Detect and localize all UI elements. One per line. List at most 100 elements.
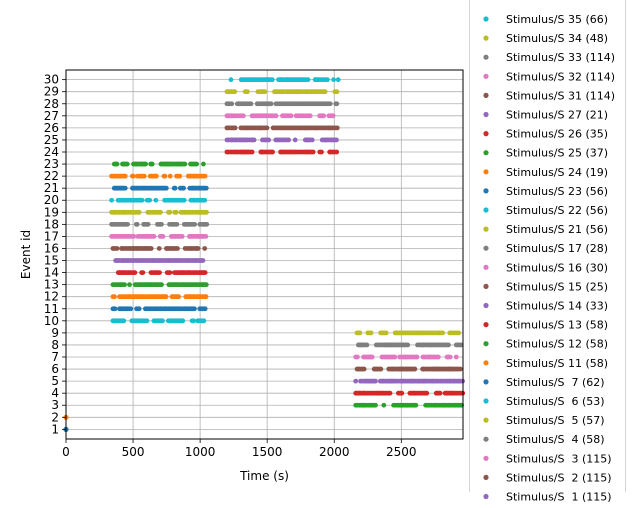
legend-label: Stimulus/S 6 (53) [506,395,605,408]
event-point [373,402,378,408]
legend-item[interactable]: Stimulus/S 33 (114) [483,51,615,64]
y-tick-label: 15 [44,254,59,268]
legend-item[interactable]: Stimulus/S 26 (35) [483,128,608,141]
event-series-27 [224,113,336,119]
legend-label: Stimulus/S 34 (48) [506,32,608,45]
event-point [307,113,313,119]
event-point [202,173,208,179]
legend-item[interactable]: Stimulus/S 16 (30) [483,261,608,274]
y-tick-label: 12 [44,290,59,304]
event-point [192,306,197,312]
y-tick-label: 30 [44,73,59,87]
legend-label: Stimulus/S 22 (56) [506,204,608,217]
legend-item[interactable]: Stimulus/S 5 (57) [483,414,605,427]
event-point [286,137,292,143]
event-point [383,330,389,336]
event-point [157,270,162,275]
legend-item[interactable]: Stimulus/S 31 (114) [483,89,615,102]
legend-item[interactable]: Stimulus/S 24 (19) [483,166,608,179]
legend-item[interactable]: Stimulus/S 6 (53) [483,395,605,408]
event-series-7 [353,354,459,360]
event-point [440,330,446,336]
legend-label: Stimulus/S 26 (35) [506,128,608,141]
legend-item[interactable]: Stimulus/S 21 (56) [483,223,608,236]
event-point [194,161,199,167]
event-point [160,234,166,239]
event-point [201,318,207,324]
legend-item[interactable]: Stimulus/S 2 (115) [483,471,612,484]
event-series-26 [224,125,340,131]
y-tick-label: 18 [44,217,59,231]
legend-label: Stimulus/S 17 (28) [506,242,608,255]
event-point [458,342,464,348]
legend-item[interactable]: Stimulus/S 23 (56) [483,185,608,198]
legend-item[interactable]: Stimulus/S 17 (28) [483,242,608,255]
legend-marker [483,379,489,385]
legend-item[interactable]: Stimulus/S 22 (56) [483,204,608,217]
legend-item[interactable]: Stimulus/S 27 (21) [483,109,608,122]
legend-label: Stimulus/S 24 (19) [506,166,608,179]
event-point [334,125,340,131]
legend-item[interactable]: Stimulus/S 7 (62) [483,376,605,389]
event-series-10 [110,318,207,324]
legend-marker [483,111,489,118]
legend-item[interactable]: Stimulus/S 14 (33) [483,300,608,313]
legend-label: Stimulus/S 15 (25) [506,280,608,293]
legend-item[interactable]: Stimulus/S 35 (66) [483,13,608,26]
event-point [248,101,254,107]
event-series-16 [110,246,208,251]
y-tick-label: 9 [51,326,59,340]
event-point [167,270,173,275]
event-point [153,197,159,203]
event-series-13 [110,282,209,288]
event-point [140,270,146,275]
legend-item[interactable]: Stimulus/S 11 (58) [483,357,608,370]
event-point [435,354,441,360]
legend-item[interactable]: Stimulus/S 12 (58) [483,338,608,351]
event-point [128,306,134,312]
legend-item[interactable]: Stimulus/S 25 (37) [483,147,608,160]
legend-item[interactable]: Stimulus/S 3 (115) [483,452,612,465]
event-point [175,246,180,251]
legend-label: Stimulus/S 4 (58) [506,433,605,446]
event-point [334,137,339,143]
event-point [437,390,443,396]
event-point [368,330,374,336]
legend-label: Stimulus/S 31 (114) [506,89,615,102]
legend-label: Stimulus/S 13 (58) [506,319,608,332]
y-axis: 1234567891011121314151617181920212223242… [44,73,66,436]
legend-item[interactable]: Stimulus/S 4 (58) [483,433,605,446]
event-point [266,137,272,143]
legend-item[interactable]: Stimulus/S 15 (25) [483,280,608,293]
event-point [144,318,150,324]
event-point [245,89,250,95]
legend-marker [483,322,489,328]
legend-item[interactable]: Stimulus/S 1 (115) [483,491,612,504]
legend-item[interactable]: Stimulus/S 32 (114) [483,70,615,83]
event-point [109,197,115,203]
event-point [180,318,186,324]
legend-item[interactable]: Stimulus/S 13 (58) [483,319,608,332]
legend-label: Stimulus/S 14 (33) [506,300,608,313]
legend-marker [483,188,489,194]
legend-label: Stimulus/S 27 (21) [506,109,608,122]
legend-label: Stimulus/S 32 (114) [506,70,615,83]
legend-label: Stimulus/S 21 (56) [506,223,608,236]
event-point [163,185,169,191]
y-tick-label: 1 [51,422,59,436]
event-point [229,101,235,107]
legend-label: Stimulus/S 5 (57) [506,414,605,427]
event-point [136,306,142,312]
event-point [203,234,209,239]
legend-item[interactable]: Stimulus/S 34 (48) [483,32,608,45]
legend-marker [483,283,489,289]
y-tick-label: 23 [44,157,59,171]
plot-frame [65,69,464,440]
event-point [202,270,208,275]
y-tick-label: 19 [44,205,59,219]
event-point [373,378,378,384]
event-point [153,173,159,179]
legend[interactable]: Stimulus/S 35 (66) Stimulus/S 34 (48) Stim… [469,0,626,504]
event-point [136,209,142,215]
event-point [195,246,201,251]
